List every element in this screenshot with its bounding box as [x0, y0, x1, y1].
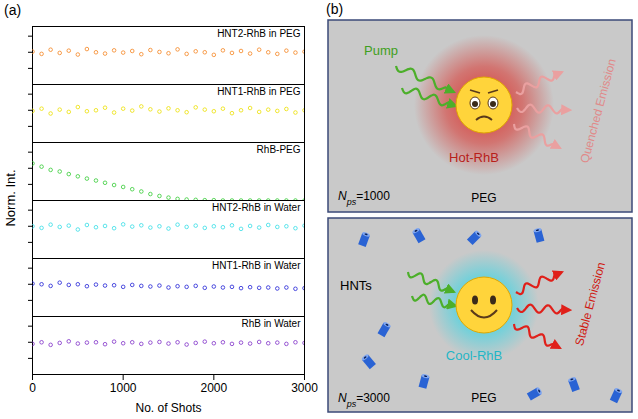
svg-text:No. of Shots: No. of Shots	[135, 401, 201, 415]
svg-text:RhB in Water: RhB in Water	[241, 318, 301, 329]
svg-text:HNT1-RhB in Water: HNT1-RhB in Water	[212, 260, 301, 271]
svg-text:HNT2-RhB in Water: HNT2-RhB in Water	[212, 202, 301, 213]
svg-text:(b): (b)	[326, 1, 343, 17]
svg-text:HNT1-RhB in PEG: HNT1-RhB in PEG	[217, 86, 301, 97]
svg-text:Stable Emission: Stable Emission	[572, 261, 608, 348]
svg-text:HNT2-RhB in PEG: HNT2-RhB in PEG	[217, 28, 301, 39]
svg-text:Norm. Int.: Norm. Int.	[3, 169, 18, 226]
svg-text:Nps=3000: Nps=3000	[338, 391, 390, 409]
svg-text:Cool-RhB: Cool-RhB	[446, 348, 502, 363]
svg-text:Nps=1000: Nps=1000	[338, 189, 390, 207]
svg-text:Quenched Emission: Quenched Emission	[577, 57, 618, 164]
html-text:(a): (a)	[4, 2, 22, 18]
svg-text:HNTs: HNTs	[340, 278, 372, 293]
svg-text:2000: 2000	[200, 381, 227, 395]
svg-text:RhB-PEG: RhB-PEG	[257, 144, 301, 155]
svg-text:3000: 3000	[291, 381, 318, 395]
svg-text:PEG: PEG	[471, 191, 496, 205]
svg-text:Hot-RhB: Hot-RhB	[449, 150, 499, 165]
svg-text:PEG: PEG	[471, 391, 496, 405]
svg-text:1000: 1000	[110, 381, 137, 395]
svg-text:Pump: Pump	[364, 43, 398, 58]
svg-text:0: 0	[29, 381, 36, 395]
